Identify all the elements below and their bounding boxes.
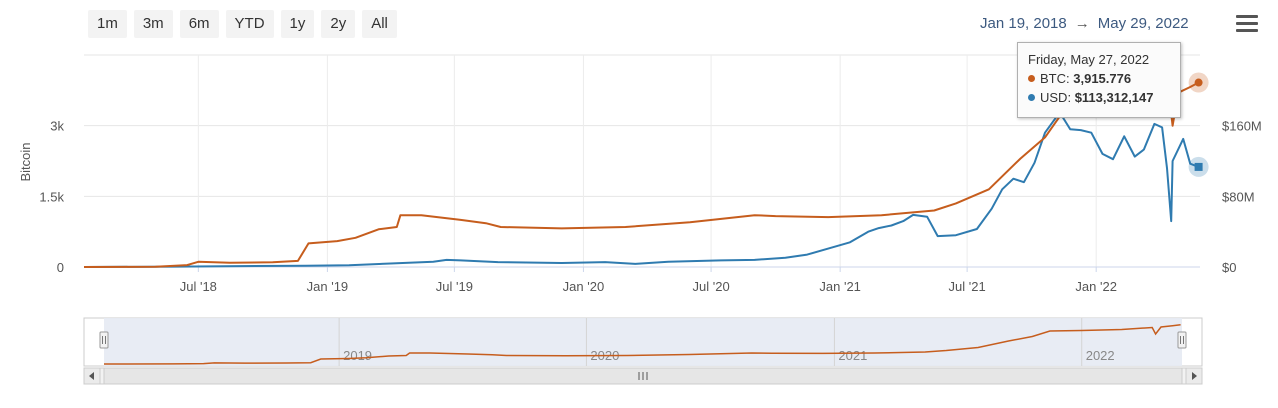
range-2y-button[interactable]: 2y (321, 10, 356, 38)
navigator-year-label: 2021 (838, 348, 867, 363)
x-tick-label: Jan '20 (563, 279, 605, 294)
x-tick-label: Jul '20 (693, 279, 730, 294)
btc-dot-icon (1028, 75, 1035, 82)
y-right-tick-label: $80M (1222, 189, 1255, 204)
grid-lines (84, 54, 1200, 268)
x-tick-label: Jul '21 (949, 279, 986, 294)
navigator-year-label: 2022 (1086, 348, 1115, 363)
y-left-tick-label: 3k (50, 119, 64, 134)
y-right-tick-label: $0 (1222, 260, 1236, 275)
date-range-from[interactable]: Jan 19, 2018 (980, 15, 1067, 32)
range-1y-button[interactable]: 1y (280, 10, 315, 38)
tooltip-usd-row: USD: $113,312,147 (1028, 88, 1170, 107)
scroll-left-arrow-icon[interactable] (83, 367, 101, 385)
tooltip-usd-value: $113,312,147 (1074, 90, 1154, 105)
range-3m-button[interactable]: 3m (133, 10, 173, 38)
scroll-right-arrow-icon[interactable] (1185, 367, 1203, 385)
x-tick-label: Jan '19 (307, 279, 349, 294)
y-axis-left: 0 1.5k 3k (39, 119, 64, 275)
date-range-to[interactable]: May 29, 2022 (1097, 15, 1189, 32)
date-range-display: Jan 19, 2018 → May 29, 2022 (980, 15, 1189, 32)
y-right-tick-label: $160M (1222, 119, 1262, 134)
tooltip-date: Friday, May 27, 2022 (1028, 52, 1150, 67)
navigator-year-label: 2019 (343, 348, 372, 363)
y-left-tick-label: 0 (57, 260, 64, 275)
hamburger-menu-icon[interactable] (1236, 15, 1258, 33)
tooltip-btc-label: BTC: (1040, 71, 1070, 86)
navigator-right-handle[interactable] (1177, 331, 1187, 349)
y-left-tick-label: 1.5k (39, 189, 64, 204)
range-all-button[interactable]: All (362, 10, 397, 38)
tooltip-usd-label: USD: (1040, 90, 1072, 105)
range-1m-button[interactable]: 1m (88, 10, 127, 38)
navigator: 2019 2020 2021 2022 (83, 317, 1203, 385)
usd-hover-marker (1194, 162, 1203, 171)
range-ytd-button[interactable]: YTD (225, 10, 274, 38)
navigator-scrollbar[interactable] (83, 367, 1203, 385)
y-axis-left-title: Bitcoin (18, 142, 33, 181)
btc-hover-marker (1194, 78, 1203, 87)
x-axis: Jul '18 Jan '19 Jul '19 Jan '20 Jul '20 Jan '… (180, 267, 1117, 294)
range-6m-button[interactable]: 6m (179, 10, 219, 38)
x-tick-label: Jul '18 (180, 279, 217, 294)
navigator-left-handle[interactable] (99, 331, 109, 349)
series-usd-line (83, 111, 1199, 268)
date-range-arrow: → (1074, 15, 1090, 32)
tooltip-btc-value: 3,915.776 (1073, 71, 1132, 86)
usd-dot-icon (1028, 94, 1035, 101)
x-tick-label: Jan '22 (1075, 279, 1117, 294)
tooltip: Friday, May 27, 2022 BTC: 3,915.776 USD:… (1017, 42, 1181, 118)
y-axis-right: $0 $80M $160M (1222, 119, 1262, 275)
range-selector: 1m 3m 6m YTD 1y 2y All (88, 10, 397, 38)
x-tick-label: Jan '21 (819, 279, 861, 294)
tooltip-btc-row: BTC: 3,915.776 (1028, 69, 1170, 88)
navigator-btc-line (103, 324, 1181, 365)
x-tick-label: Jul '19 (436, 279, 473, 294)
navigator-selected-range[interactable] (104, 318, 1182, 366)
